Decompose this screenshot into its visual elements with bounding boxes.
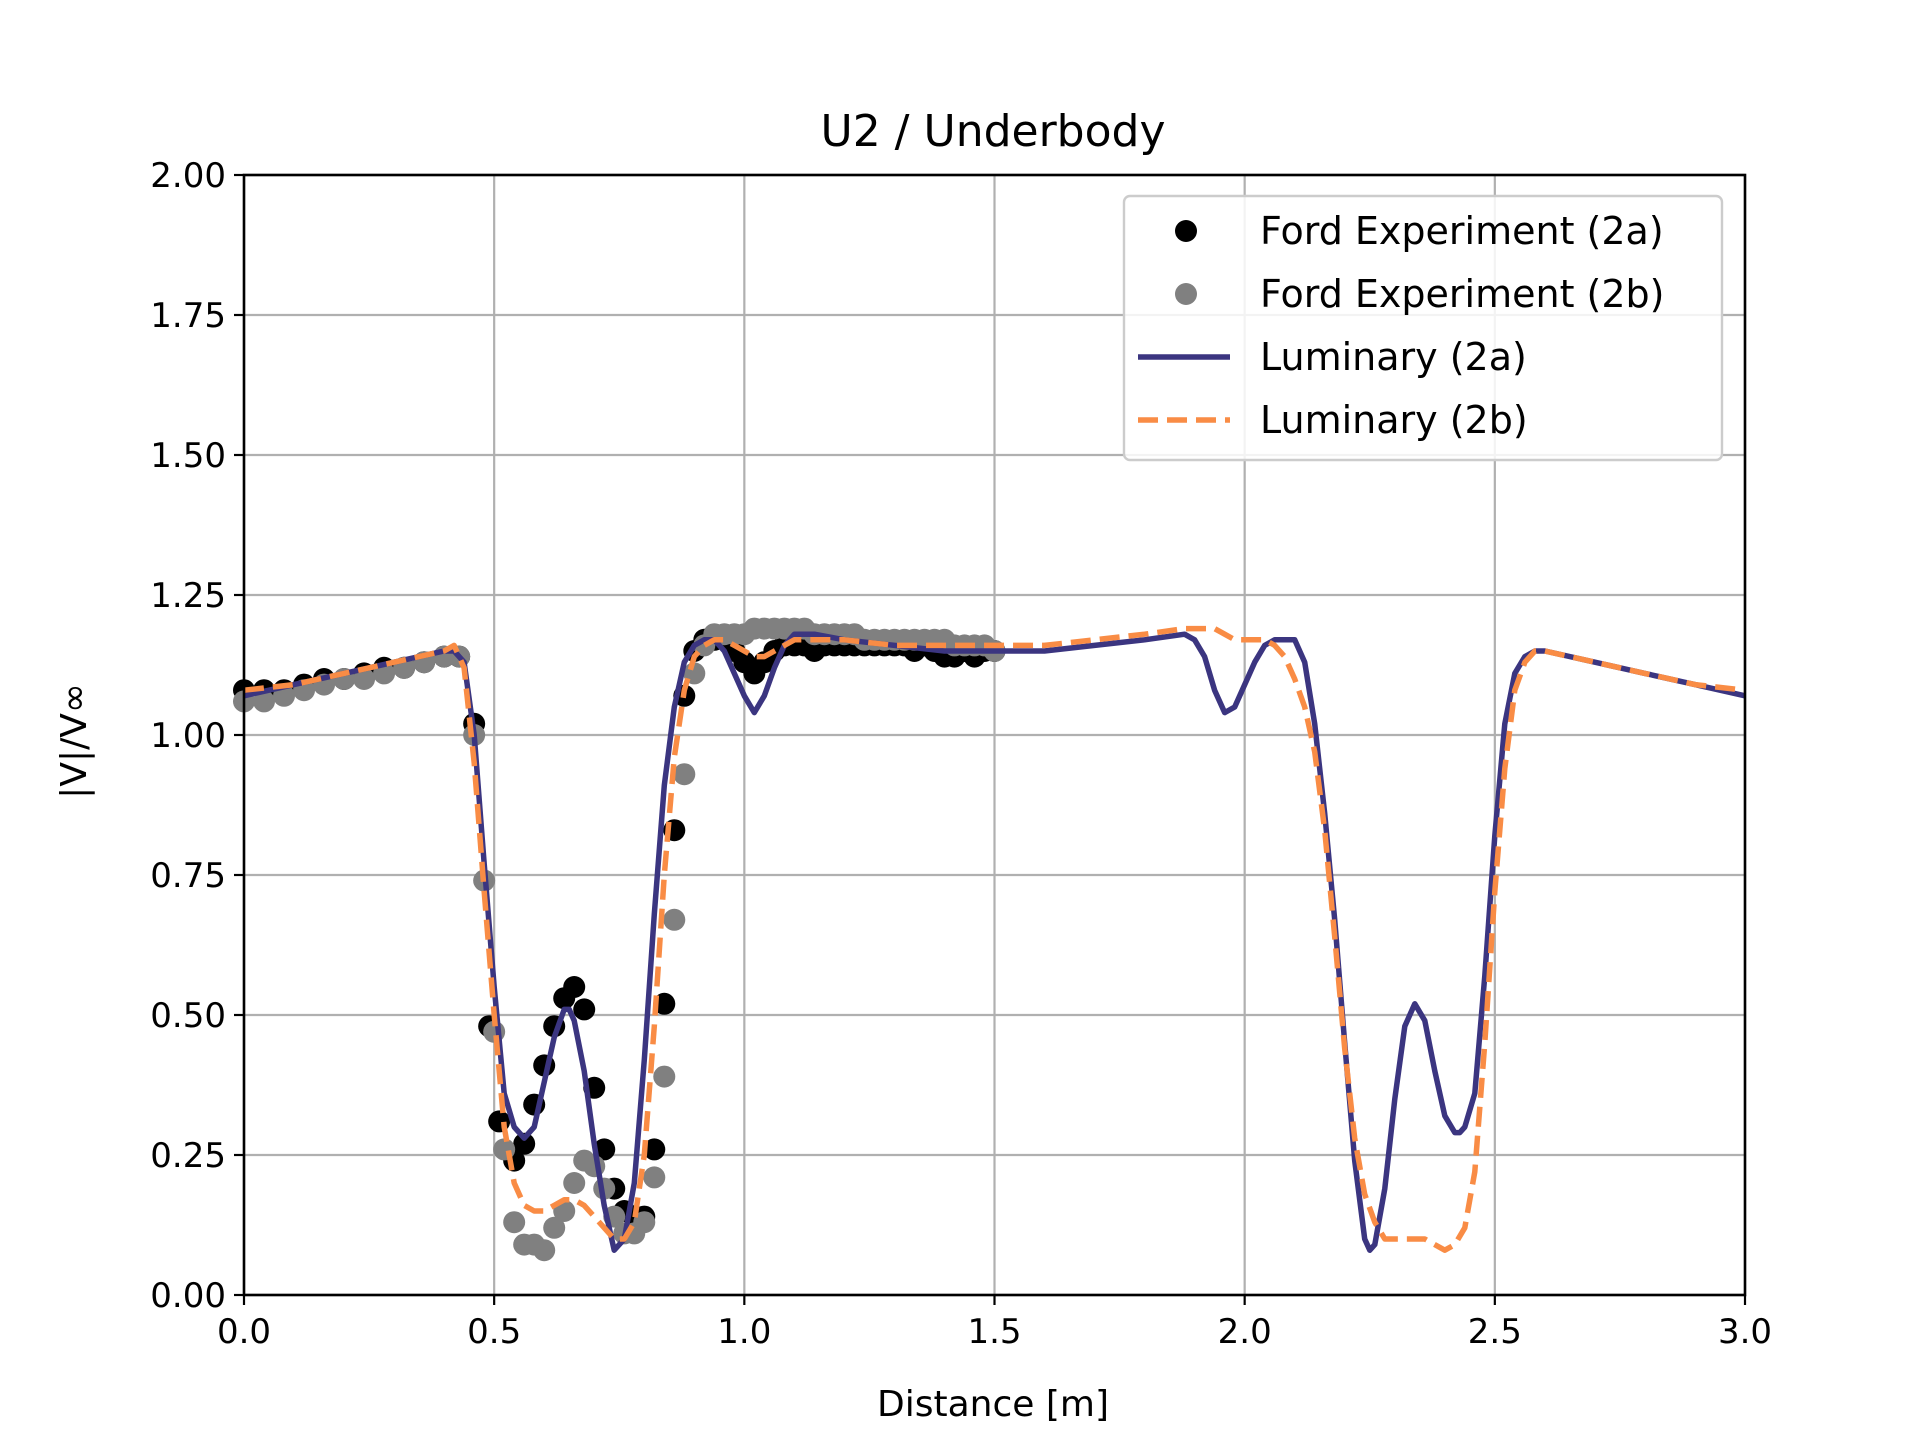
legend-label: Luminary (2a) bbox=[1260, 335, 1527, 379]
legend-item: Luminary (2a) bbox=[1138, 335, 1527, 379]
y-axis-title: |V|/V∞ bbox=[54, 683, 95, 799]
legend-marker bbox=[1175, 283, 1197, 305]
chart-title: U2 / Underbody bbox=[821, 106, 1166, 157]
data-point bbox=[643, 1166, 666, 1189]
legend-item: Ford Experiment (2b) bbox=[1175, 272, 1665, 316]
series-layer bbox=[233, 617, 1746, 1262]
x-tick-label: 0.5 bbox=[467, 1312, 521, 1352]
y-tick-label: 1.00 bbox=[150, 716, 226, 756]
data-point bbox=[563, 1172, 586, 1194]
legend-item: Ford Experiment (2a) bbox=[1175, 209, 1664, 253]
y-tick-label: 0.50 bbox=[150, 996, 226, 1036]
data-point bbox=[673, 763, 696, 786]
x-tick-label: 0.0 bbox=[217, 1312, 271, 1352]
data-point bbox=[643, 1138, 666, 1161]
data-point bbox=[533, 1239, 556, 1262]
y-tick-label: 0.75 bbox=[150, 856, 226, 896]
legend-item: Luminary (2b) bbox=[1138, 398, 1528, 442]
data-point bbox=[353, 668, 376, 690]
legend-box bbox=[1122, 194, 1724, 462]
data-point bbox=[573, 998, 596, 1021]
y-tick-label: 1.75 bbox=[150, 296, 226, 336]
x-tick-label: 1.0 bbox=[717, 1312, 771, 1352]
legend-label: Luminary (2b) bbox=[1260, 398, 1528, 442]
y-tick-label: 0.00 bbox=[150, 1276, 226, 1316]
data-point bbox=[663, 908, 686, 931]
legend-marker bbox=[1175, 220, 1197, 242]
y-tick-label: 2.00 bbox=[150, 156, 226, 196]
axis-ticks: 0.0 0.5 1.0 1.5 2.0 2.5 3.0 0.00 0.25 0.50 0.75 1.0… bbox=[150, 156, 1772, 1352]
y-tick-label: 0.25 bbox=[150, 1136, 226, 1176]
x-tick-label: 2.0 bbox=[1218, 1312, 1272, 1352]
legend: Ford Experiment (2a) Ford Experiment (2b)… bbox=[1122, 194, 1724, 462]
data-point bbox=[633, 1211, 656, 1234]
y-tick-label: 1.25 bbox=[150, 576, 226, 616]
data-point bbox=[503, 1211, 526, 1234]
legend-label: Ford Experiment (2a) bbox=[1260, 209, 1664, 253]
series-3-line bbox=[243, 631, 1746, 1253]
x-tick-label: 3.0 bbox=[1718, 1312, 1772, 1352]
data-point bbox=[513, 1132, 536, 1155]
x-tick-label: 2.5 bbox=[1468, 1312, 1522, 1352]
x-axis-title: Distance [m] bbox=[877, 1384, 1109, 1425]
data-point bbox=[563, 976, 586, 998]
y-tick-label: 1.50 bbox=[150, 436, 226, 476]
series-4-line bbox=[243, 625, 1746, 1253]
x-tick-label: 1.5 bbox=[967, 1312, 1021, 1352]
legend-label: Ford Experiment (2b) bbox=[1260, 272, 1665, 316]
y-axis-title-text: |V|/V∞ bbox=[54, 683, 95, 799]
data-point bbox=[543, 1216, 566, 1239]
data-point bbox=[653, 1065, 676, 1088]
data-point bbox=[253, 690, 276, 713]
